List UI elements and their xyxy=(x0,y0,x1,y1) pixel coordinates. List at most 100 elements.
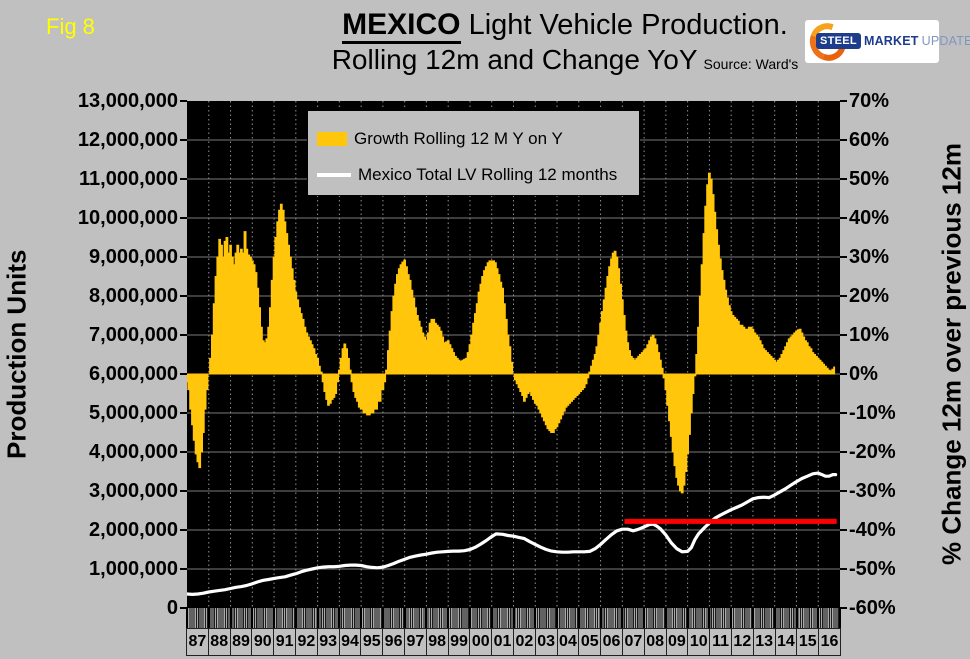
x-axis-year-label: 14 xyxy=(774,629,797,655)
x-axis-major-tick xyxy=(403,608,406,628)
logo-word-update: UPDATE xyxy=(921,34,970,48)
chart-title-emphasis: MEXICO xyxy=(342,8,461,44)
right-axis-tick xyxy=(840,529,847,531)
right-axis-tick-label: -10% xyxy=(849,402,896,424)
right-axis-tick xyxy=(840,100,847,102)
right-axis-title: % Change 12m over previous 12m xyxy=(936,143,967,566)
x-axis-major-tick xyxy=(490,608,493,628)
left-axis-tick xyxy=(180,568,187,570)
right-axis-tick xyxy=(840,178,847,180)
chart-title-rest: Light Vehicle Production. xyxy=(460,9,788,41)
right-axis-tick-label: 0% xyxy=(849,363,878,385)
logo-word-market: MARKET xyxy=(863,34,919,48)
right-axis-tick-label: -20% xyxy=(849,441,896,463)
x-axis-year-label: 05 xyxy=(578,629,600,655)
left-axis-tick xyxy=(180,217,187,219)
left-axis-tick xyxy=(180,334,187,336)
left-axis-tick-label: 7,000,000 xyxy=(89,324,178,346)
x-axis-major-tick xyxy=(316,608,319,628)
x-axis-major-tick xyxy=(360,608,363,628)
right-axis-tick-label: 20% xyxy=(849,285,890,307)
x-axis-minor-tick-band xyxy=(186,608,841,628)
x-axis-major-tick xyxy=(338,608,341,628)
left-axis-tick xyxy=(180,373,187,375)
x-axis-year-label: 94 xyxy=(338,629,361,655)
x-axis-major-tick xyxy=(839,608,841,628)
x-axis-major-tick xyxy=(447,608,450,628)
x-axis-year-label: 88 xyxy=(207,629,230,655)
x-axis-year-label: 01 xyxy=(491,629,513,655)
x-axis-major-tick xyxy=(534,608,537,628)
x-axis-major-tick xyxy=(664,608,667,628)
x-axis-major-tick xyxy=(751,608,754,628)
growth-series-swatch xyxy=(317,132,347,146)
right-axis-tick-label: -30% xyxy=(849,480,896,502)
right-axis-tick-label: 50% xyxy=(849,168,890,190)
right-axis-tick xyxy=(840,373,847,375)
x-axis-major-tick xyxy=(599,608,602,628)
x-axis-major-tick xyxy=(686,608,689,628)
legend-label-total: Mexico Total LV Rolling 12 months xyxy=(358,165,618,184)
right-axis-tick xyxy=(840,412,847,414)
x-axis-major-tick xyxy=(643,608,646,628)
figure-number-label: Fig 8 xyxy=(46,14,95,39)
right-axis-tick-label: 60% xyxy=(849,129,890,151)
x-axis-major-tick xyxy=(577,608,580,628)
right-axis-tick-label: 40% xyxy=(849,207,890,229)
right-axis-tick xyxy=(840,295,847,297)
source-label: Source: Ward's xyxy=(703,56,799,72)
left-axis-tick xyxy=(180,295,187,297)
right-axis-tick xyxy=(840,139,847,141)
left-axis-tick-label: 3,000,000 xyxy=(89,480,178,502)
left-axis-tick-label: 12,000,000 xyxy=(77,129,178,151)
x-axis-year-label: 00 xyxy=(469,629,491,655)
x-axis-year-label: 96 xyxy=(382,629,404,655)
legend: Growth Rolling 12 M Y on Y Mexico Total … xyxy=(307,110,640,196)
left-axis-tick-label: 9,000,000 xyxy=(89,246,178,268)
x-axis-major-tick xyxy=(186,608,188,628)
legend-label-growth: Growth Rolling 12 M Y on Y xyxy=(354,129,563,148)
x-axis-year-label: 08 xyxy=(643,629,666,655)
x-axis-year-label: 16 xyxy=(818,629,841,655)
right-axis-tick xyxy=(840,451,847,453)
right-axis-tick xyxy=(840,607,847,609)
x-axis-year-label: 92 xyxy=(294,629,317,655)
right-axis-tick xyxy=(840,334,847,336)
x-axis-year-label: 89 xyxy=(229,629,252,655)
steel-market-update-logo: STEEL MARKET UPDATE xyxy=(803,17,970,67)
right-axis-tick xyxy=(840,490,847,492)
x-axis-major-tick xyxy=(730,608,733,628)
chart-title: MEXICO Light Vehicle Production. xyxy=(160,8,970,44)
x-axis-major-tick xyxy=(817,608,820,628)
x-axis-year-label: 09 xyxy=(665,629,688,655)
left-axis-tick xyxy=(180,529,187,531)
left-axis-tick-label: 13,000,000 xyxy=(77,90,178,112)
x-axis-major-tick xyxy=(795,608,798,628)
x-axis-major-tick xyxy=(381,608,384,628)
x-axis-year-label: 15 xyxy=(796,629,818,655)
x-axis-major-tick xyxy=(294,608,297,628)
x-axis-major-tick xyxy=(708,608,711,628)
x-axis-major-tick xyxy=(469,608,471,628)
x-axis-year-label: 12 xyxy=(730,629,753,655)
x-axis-major-tick xyxy=(621,608,624,628)
left-axis-tick-label: 1,000,000 xyxy=(89,558,178,580)
logo-word-steel: STEEL xyxy=(816,33,861,49)
x-axis-year-label: 02 xyxy=(512,629,535,655)
x-axis-year-label: 13 xyxy=(752,629,775,655)
left-axis-tick xyxy=(180,490,187,492)
right-axis-tick-label: -40% xyxy=(849,519,896,541)
left-axis-tick-label: 8,000,000 xyxy=(89,285,178,307)
x-axis-year-label: 97 xyxy=(403,629,426,655)
left-axis-tick-label: 11,000,000 xyxy=(79,168,178,190)
left-axis-tick-label: 2,000,000 xyxy=(89,519,178,541)
right-axis-tick xyxy=(840,568,847,570)
title-block: MEXICO Light Vehicle Production. Rolling… xyxy=(160,8,970,80)
x-axis-year-label: 04 xyxy=(556,629,579,655)
x-axis-year-label: 11 xyxy=(709,629,731,655)
chart-subtitle: Rolling 12m and Change YoY Source: Ward's xyxy=(160,44,970,80)
right-axis-tick xyxy=(840,256,847,258)
left-axis-tick xyxy=(180,607,187,609)
left-axis-tick-label: 10,000,000 xyxy=(77,207,178,229)
